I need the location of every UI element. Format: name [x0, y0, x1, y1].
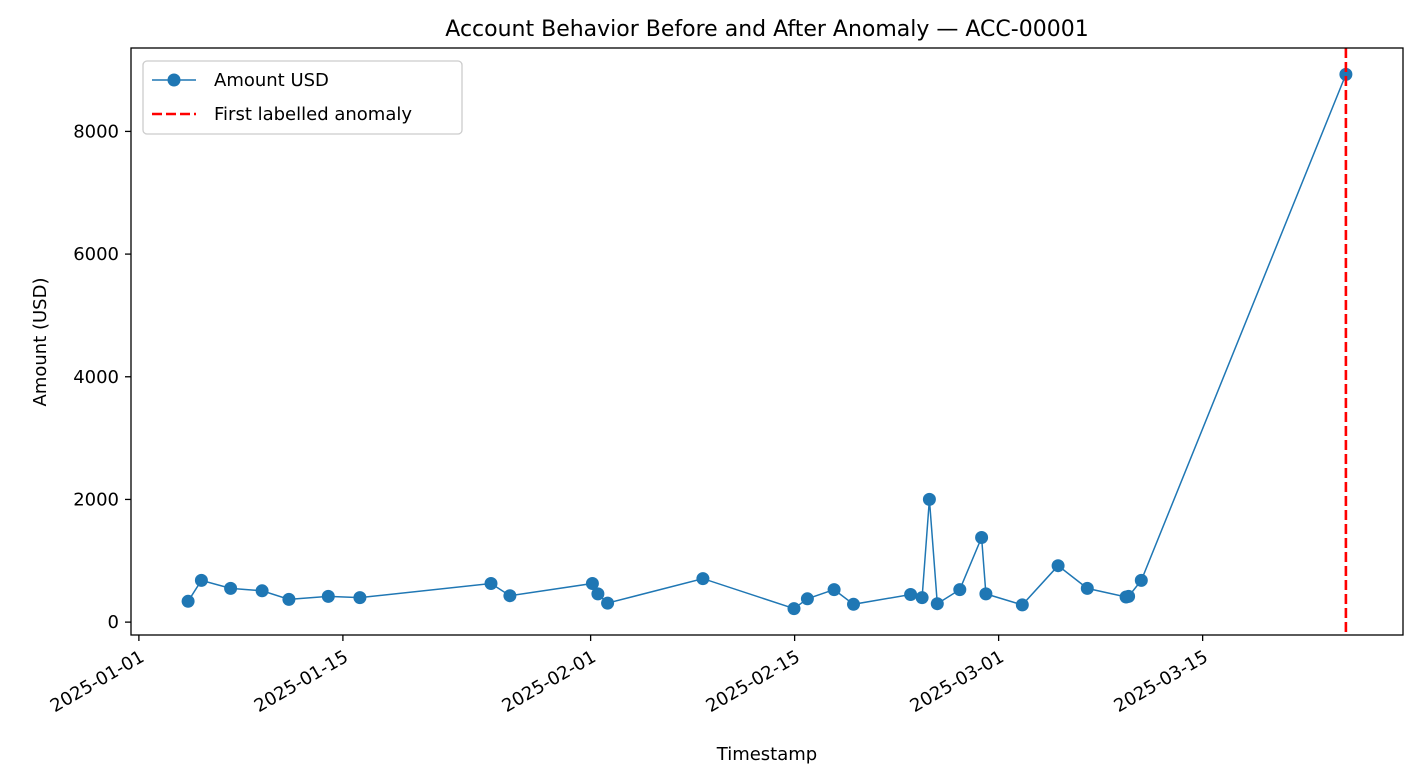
data-point — [194, 573, 208, 587]
data-point — [255, 584, 269, 598]
data-point — [847, 597, 860, 611]
data-point — [930, 597, 944, 611]
data-point — [321, 589, 335, 603]
data-point — [1080, 581, 1094, 595]
data-point — [696, 572, 710, 586]
x-axis-title: Timestamp — [716, 744, 817, 765]
y-axis: 0 2000 4000 6000 8000 — [73, 121, 131, 633]
data-point — [224, 581, 238, 595]
plot-frame — [130, 47, 1404, 636]
data-point — [922, 492, 936, 506]
data-point — [904, 588, 918, 601]
legend-series-label: Amount USD — [214, 70, 329, 91]
chart-title: Account Behavior Before and After Anomal… — [445, 17, 1088, 42]
legend-series-marker — [167, 73, 181, 87]
data-point — [979, 587, 993, 601]
data-point — [1339, 67, 1353, 81]
data-point — [503, 589, 517, 603]
data-point — [953, 583, 967, 597]
legend-anomaly-label: First labelled anomaly — [214, 104, 412, 125]
data-point — [181, 594, 195, 608]
y-tick-label: 4000 — [73, 367, 119, 388]
plot-area — [181, 48, 1353, 635]
data-point — [484, 577, 498, 590]
y-axis-title: Amount (USD) — [30, 278, 51, 407]
data-point — [601, 596, 615, 610]
data-point — [787, 602, 801, 616]
legend-box — [142, 60, 463, 135]
data-point — [282, 592, 296, 606]
data-point — [1122, 589, 1136, 603]
data-point — [591, 587, 605, 601]
data-point — [827, 583, 841, 597]
data-point — [1051, 559, 1065, 573]
y-tick-label: 8000 — [73, 121, 119, 142]
data-point — [353, 591, 367, 605]
data-point — [1134, 573, 1148, 587]
data-point — [1015, 598, 1029, 612]
data-point — [800, 592, 814, 606]
data-point — [915, 591, 929, 605]
y-tick-label: 2000 — [73, 489, 119, 510]
legend: Amount USD First labelled anomaly — [142, 60, 463, 135]
data-point — [975, 531, 989, 544]
y-tick-label: 0 — [108, 612, 119, 633]
data-point — [585, 577, 599, 590]
y-tick-label: 6000 — [73, 244, 119, 265]
